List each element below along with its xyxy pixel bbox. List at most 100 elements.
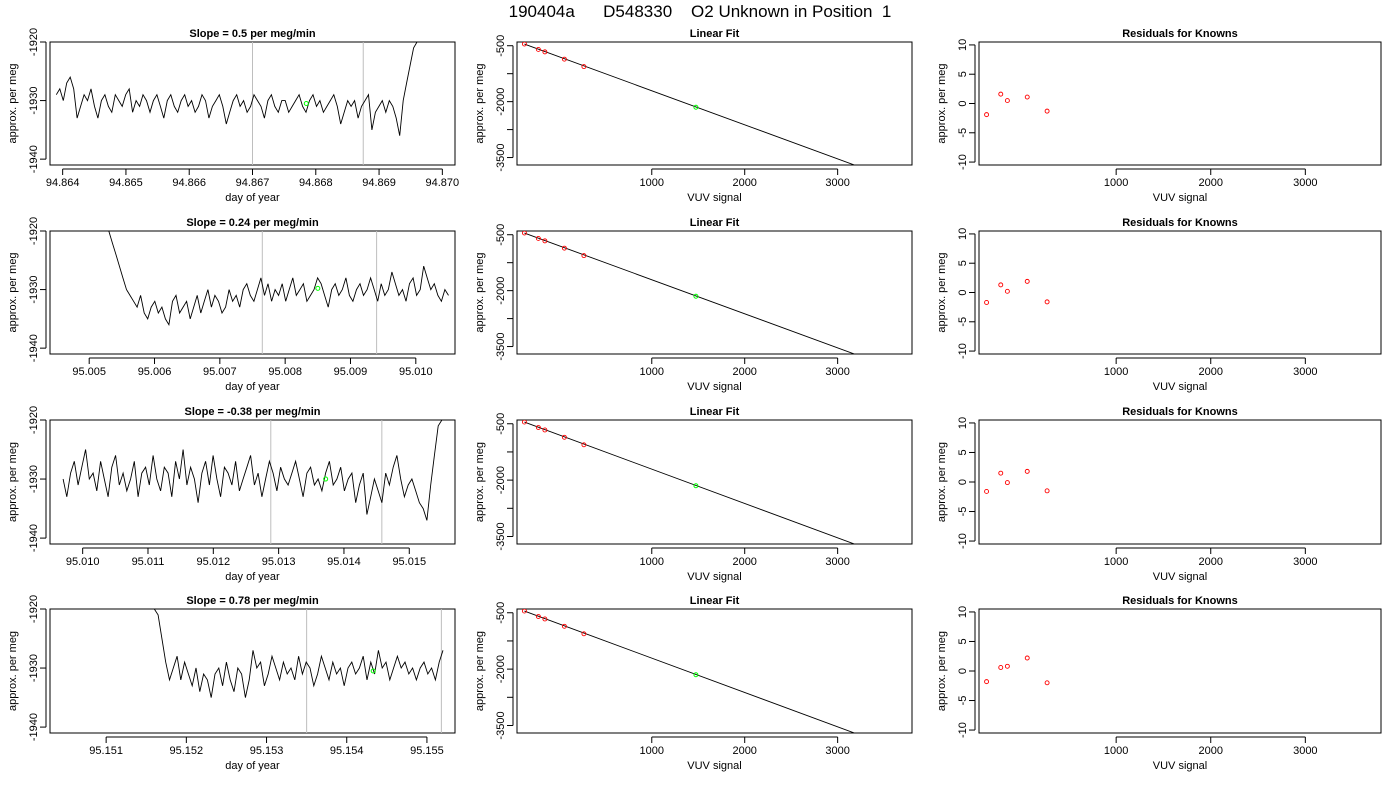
x-tick-label: 95.154 <box>330 745 364 757</box>
residual-point <box>1044 488 1050 494</box>
y-axis-label: approx. per meg <box>936 63 948 143</box>
x-tick-label: 3000 <box>825 366 849 378</box>
y-tick-label: -1940 <box>28 524 40 552</box>
series-trace <box>55 42 418 136</box>
chart-title: Slope = 0.78 per meg/min <box>186 595 319 607</box>
y-tick-label: -3500 <box>495 522 507 550</box>
chart-panel-trace-row-2: Slope = 0.24 per meg/min 95.005 95.006 95.0… <box>7 217 456 393</box>
known-point <box>561 245 567 251</box>
plot-frame <box>978 419 1382 545</box>
x-tick-label: 94.869 <box>362 177 396 189</box>
plot-area <box>521 42 856 165</box>
x-tick-label: 95.007 <box>203 366 237 378</box>
series-trace <box>108 231 449 326</box>
plot-area <box>984 468 1050 494</box>
x-tick-label: 94.866 <box>172 177 206 189</box>
chart-panel-fit-row-3: Linear Fit 1000 2000 3000 VUV signal -500 -200… <box>474 406 913 583</box>
y-tick-label: 5 <box>957 638 969 644</box>
residual-point <box>984 488 990 494</box>
y-tick-label: -2000 <box>495 466 507 494</box>
known-point <box>521 231 527 236</box>
chart-title: Residuals for Knowns <box>1122 406 1238 418</box>
chart-title: Slope = 0.5 per meg/min <box>189 28 316 40</box>
unknown-point <box>693 293 699 299</box>
residual-point <box>1044 299 1050 305</box>
unknown-point <box>315 285 321 291</box>
plot-frame <box>516 41 913 166</box>
plot-area <box>62 420 443 544</box>
x-tick-label: 2000 <box>732 177 756 189</box>
x-tick-label: 2000 <box>1198 745 1222 757</box>
y-tick-label: -1920 <box>28 406 40 434</box>
y-tick-label: 0 <box>957 289 969 295</box>
y-tick-label: -500 <box>495 224 507 246</box>
x-tick-label: 1000 <box>1104 745 1128 757</box>
known-point <box>521 420 527 425</box>
y-tick-label: 5 <box>957 449 969 455</box>
y-tick-label: -5 <box>957 128 969 138</box>
residual-point <box>998 282 1004 288</box>
x-tick-label: 3000 <box>1293 556 1317 568</box>
known-point <box>542 427 548 433</box>
x-tick-label: 2000 <box>732 745 756 757</box>
x-tick-label: 95.009 <box>334 366 368 378</box>
x-tick-label: 95.010 <box>66 556 100 568</box>
known-point <box>542 616 548 622</box>
y-tick-label: -1920 <box>28 595 40 623</box>
x-tick-label: 1000 <box>1104 556 1128 568</box>
residual-point <box>998 470 1004 476</box>
plot-frame <box>49 608 456 734</box>
residual-point <box>1024 278 1030 284</box>
x-axis-label: day of year <box>225 571 280 583</box>
residual-point <box>1004 288 1010 294</box>
residual-point <box>1024 94 1030 100</box>
y-tick-label: -2000 <box>495 655 507 683</box>
residual-point <box>1004 663 1010 669</box>
y-tick-label: -10 <box>957 154 969 170</box>
fit-line <box>524 43 856 165</box>
chart-panel-trace-row-1: Slope = 0.5 per meg/min 94.864 94.865 94.86… <box>7 28 459 204</box>
known-point <box>521 42 527 47</box>
residual-point <box>1044 108 1050 114</box>
plot-area <box>153 609 444 733</box>
known-point <box>561 434 567 440</box>
x-tick-label: 2000 <box>1198 177 1222 189</box>
x-axis-label: VUV signal <box>1153 381 1207 393</box>
y-tick-label: -1920 <box>28 217 40 245</box>
y-tick-label: -3500 <box>495 143 507 171</box>
chart-panel-trace-row-3: Slope = -0.38 per meg/min 95.010 95.011 95.… <box>7 406 456 583</box>
y-tick-label: -1920 <box>28 28 40 56</box>
y-axis-label: approx. per meg <box>474 63 486 143</box>
chart-title: Slope = 0.24 per meg/min <box>186 217 319 229</box>
known-point <box>542 238 548 244</box>
chart-panel-trace-row-4: Slope = 0.78 per meg/min 95.151 95.152 95.1… <box>7 595 456 772</box>
chart-panel-fit-row-2: Linear Fit 1000 2000 3000 VUV signal -500 -200… <box>474 217 913 393</box>
y-tick-label: 0 <box>957 479 969 485</box>
x-tick-label: 95.006 <box>138 366 172 378</box>
chart-title: Linear Fit <box>690 406 740 418</box>
x-tick-label: 3000 <box>825 177 849 189</box>
x-tick-label: 95.005 <box>72 366 106 378</box>
x-tick-label: 3000 <box>825 556 849 568</box>
x-axis-label: day of year <box>225 192 280 204</box>
known-point <box>561 623 567 629</box>
known-point <box>535 425 541 430</box>
chart-title: Residuals for Knowns <box>1122 217 1238 229</box>
residual-point <box>998 91 1004 97</box>
y-tick-label: -1930 <box>28 276 40 304</box>
y-tick-label: 10 <box>957 39 969 51</box>
known-point <box>581 631 587 637</box>
chart-title: Residuals for Knowns <box>1122 28 1238 40</box>
x-tick-label: 94.865 <box>109 177 143 189</box>
x-axis-label: day of year <box>225 381 280 393</box>
x-axis-label: VUV signal <box>687 571 741 583</box>
plot-frame <box>516 419 913 545</box>
plot-area <box>521 609 856 733</box>
fit-line <box>524 232 856 354</box>
y-tick-label: 0 <box>957 100 969 106</box>
series-trace <box>62 420 443 521</box>
y-tick-label: -1940 <box>28 713 40 741</box>
known-point <box>561 56 567 62</box>
y-tick-label: -2000 <box>495 88 507 116</box>
x-tick-label: 1000 <box>640 366 664 378</box>
